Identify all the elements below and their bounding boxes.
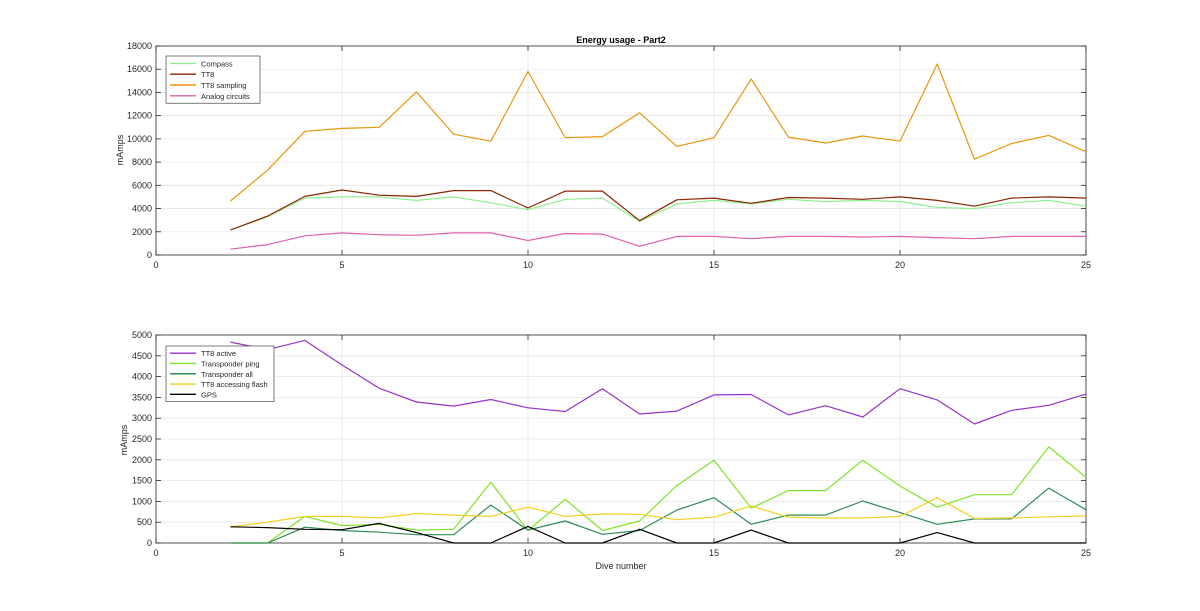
bottom-y-tick-label: 4000 [132,372,152,382]
top-legend: Compass TT8 TT8 sampling Analog circuits [165,55,261,104]
top-x-tick-label: 10 [523,260,533,270]
top-axes-box [155,45,1087,256]
bottom-x-tick-label: 5 [339,548,344,558]
series-line-gps [230,522,1086,544]
series-line-tt8-sampling [230,63,1087,202]
legend-label-transponder-ping: Transponder ping [201,359,260,368]
legend-label-compass: Compass [201,59,233,68]
legend-label-analog-circuits: Analog circuits [201,92,250,101]
legend-label-tt8-accessing-flash: TT8 accessing flash [201,380,268,389]
legend-label-tt8: TT8 [201,70,214,79]
bottom-x-tick-label: 0 [153,548,158,558]
top-y-tick-label: 8000 [132,157,152,167]
top-y-tick-label: 16000 [127,64,152,74]
top-y-tick-label: 4000 [132,204,152,214]
bottom-y-tick-label: 2500 [132,434,152,444]
energy-chart-top: Energy usage - Part2 mAmps 0 5 10 15 20 25 0 20… [115,35,1091,270]
top-x-tick-label: 5 [339,260,344,270]
bottom-y-tick-label: 3500 [132,392,152,402]
bottom-y-tick-label: 500 [137,517,152,527]
top-y-tick-label: 2000 [132,227,152,237]
top-x-tick-label: 20 [895,260,905,270]
series-line-tt8-accessing-flash [230,497,1087,528]
legend-label-tt8-sampling: TT8 sampling [201,81,246,90]
bottom-x-tick-label: 10 [523,548,533,558]
top-y-tick-label: 0 [147,250,152,260]
legend-label-gps: GPS [201,390,217,399]
top-x-tick-label: 25 [1081,260,1091,270]
energy-chart-bottom: mAmps Dive number 0 5 10 15 20 25 0 500 1000 1500… [119,330,1091,571]
top-x-tick-label: 0 [153,260,158,270]
series-line-tt8-active [230,339,1087,425]
y-axis-label-bottom: mAmps [119,424,129,455]
bottom-y-tick-label: 4500 [132,351,152,361]
series-line-tt8 [230,189,1087,231]
x-axis-label: Dive number [595,561,646,571]
bottom-y-tick-label: 1500 [132,476,152,486]
bottom-y-tick-label: 2000 [132,455,152,465]
series-line-transponder-all [230,487,1087,544]
top-y-tick-label: 12000 [127,111,152,121]
top-x-tick-label: 15 [709,260,719,270]
y-axis-label-top: mAmps [115,134,125,165]
chart-title: Energy usage - Part2 [576,35,666,45]
bottom-y-tick-label: 5000 [132,330,152,340]
series-line-analog-circuits [230,232,1086,250]
top-y-tick-label: 6000 [132,180,152,190]
legend-label-tt8-active: TT8 active [201,349,236,358]
bottom-y-tick-label: 0 [147,538,152,548]
top-y-tick-label: 10000 [127,134,152,144]
legend-label-transponder-all: Transponder all [201,370,253,379]
bottom-x-tick-label: 20 [895,548,905,558]
top-y-tick-label: 18000 [127,41,152,51]
series-line-compass [230,196,1087,231]
bottom-x-tick-label: 25 [1081,548,1091,558]
top-y-tick-label: 14000 [127,87,152,97]
bottom-y-tick-label: 3000 [132,413,152,423]
bottom-y-tick-label: 1000 [132,496,152,506]
bottom-x-tick-label: 15 [709,548,719,558]
